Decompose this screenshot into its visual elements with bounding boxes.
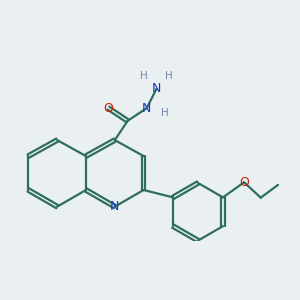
Text: H: H <box>165 71 173 81</box>
Text: N: N <box>110 200 119 213</box>
Text: O: O <box>239 176 249 189</box>
Text: O: O <box>103 102 113 115</box>
Text: N: N <box>142 102 152 115</box>
Text: H: H <box>161 108 169 118</box>
Text: N: N <box>152 82 161 95</box>
Text: H: H <box>140 71 148 81</box>
